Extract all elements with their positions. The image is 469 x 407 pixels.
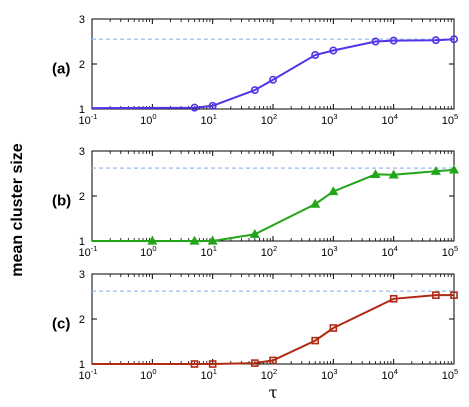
data-point — [250, 86, 259, 95]
data-point — [430, 166, 441, 175]
data-point — [329, 46, 338, 55]
x-tick-label: 10-1 — [79, 367, 98, 382]
y-tick-label: 3 — [79, 269, 85, 281]
data-point — [310, 198, 321, 208]
data-point — [371, 37, 380, 46]
data-point — [448, 164, 460, 174]
data-point — [432, 291, 440, 299]
panel-2: 10-1 100 101 102 103 104 105 1 2 3 (b) — [52, 146, 460, 259]
x-tick-label: 103 — [321, 112, 337, 127]
series-line — [92, 294, 454, 365]
series-line — [91, 38, 455, 110]
data-point — [190, 360, 199, 368]
data-point — [249, 229, 260, 238]
data-point — [207, 235, 218, 245]
y-axis-label: mean cluster size — [9, 143, 26, 277]
data-point — [449, 35, 458, 44]
data-point — [208, 360, 217, 368]
x-tick-label: 10-1 — [79, 112, 98, 127]
data-point — [328, 186, 339, 196]
x-tick-label: 102 — [261, 367, 277, 382]
panel-label: (c) — [52, 316, 70, 333]
axes-frame — [91, 150, 455, 242]
x-tick-label: 101 — [200, 112, 216, 127]
data-point — [268, 75, 277, 84]
panel-1: 10-1 100 101 102 103 104 105 1 2 3 (a) — [52, 14, 458, 127]
x-tick-label: 100 — [140, 367, 156, 382]
data-point — [329, 324, 338, 332]
data-point — [389, 294, 398, 303]
x-tick-label: 102 — [261, 244, 277, 259]
data-point — [388, 169, 399, 179]
x-tick-label: 100 — [140, 112, 156, 127]
series-line — [92, 168, 455, 242]
data-point — [389, 36, 398, 45]
x-tick-label: 101 — [200, 367, 216, 382]
data-point — [450, 291, 458, 299]
x-tick-label: 104 — [381, 244, 397, 259]
x-tick-label: 105 — [442, 112, 458, 127]
panel-label: (a) — [52, 61, 70, 78]
data-point — [311, 336, 319, 345]
x-axis-label: τ — [269, 383, 278, 402]
data-point — [208, 101, 217, 110]
y-tick-label: 1 — [79, 104, 85, 116]
x-tick-label: 101 — [200, 244, 216, 259]
data-point — [269, 356, 277, 365]
y-tick-label: 1 — [79, 236, 85, 248]
panel-3: 10-1 100 101 102 103 104 105 1 2 3 (c) — [52, 269, 458, 382]
data-point — [189, 235, 200, 245]
x-tick-label: 10-1 — [79, 244, 98, 259]
x-tick-label: 100 — [140, 244, 156, 259]
y-tick-label: 3 — [79, 14, 85, 26]
x-tick-label: 104 — [381, 112, 397, 127]
x-tick-label: 103 — [321, 367, 337, 382]
x-tick-label: 104 — [381, 367, 397, 382]
x-tick-label: 105 — [442, 244, 458, 259]
y-tick-label: 2 — [79, 59, 85, 71]
axes-frame — [91, 18, 455, 110]
data-point — [431, 36, 440, 45]
x-tick-label: 105 — [442, 367, 458, 382]
data-point — [190, 103, 199, 112]
y-tick-label: 2 — [79, 314, 85, 326]
y-tick-label: 2 — [79, 191, 85, 203]
data-point — [251, 359, 259, 367]
data-point — [147, 235, 158, 245]
x-tick-label: 103 — [321, 244, 337, 259]
y-tick-label: 3 — [79, 146, 85, 158]
y-tick-label: 1 — [79, 359, 85, 371]
data-point — [311, 50, 320, 59]
data-point — [370, 169, 381, 179]
axes-frame — [91, 273, 455, 365]
panel-label: (b) — [52, 193, 71, 210]
x-tick-label: 102 — [261, 112, 277, 127]
